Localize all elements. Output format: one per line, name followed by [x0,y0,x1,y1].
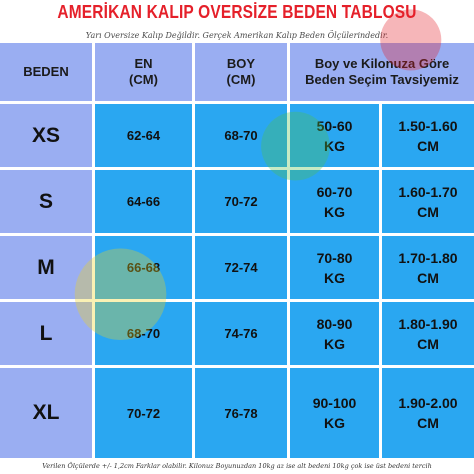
weight-cell: 90-100 KG [290,368,379,458]
length-cell: 76-78 [195,368,287,458]
length-value: 72-74 [224,260,258,275]
width-value: 66-68 [126,260,161,275]
length-cell: 68-70 [195,104,287,167]
header-length-line2: (CM) [226,72,256,87]
height-cell: 1.50-1.60 CM [382,104,474,167]
header-length: BOY (CM) [195,43,287,101]
height-unit: CM [417,415,439,431]
header-width-line1: EN [134,56,153,71]
weight-value: 50-60 [316,117,353,134]
height-cell: 1.70-1.80 CM [382,236,474,299]
row-size-s: S [0,170,92,233]
width-value: 68-70 [126,326,161,341]
weight-value: 60-70 [316,183,353,200]
weight-cell: 60-70 KG [290,170,379,233]
weight-unit: KG [324,269,345,286]
weight-value: 90-100 [312,395,357,411]
row-size-m: M [0,236,92,299]
length-value: 74-76 [224,326,258,341]
height-unit: CM [417,335,439,352]
size-label: XS [31,123,60,147]
height-unit: CM [417,137,439,154]
header-length-line1: BOY [226,56,256,71]
footer-note: Verilen Ölçülerde +/- 1,2cm Farklar olab… [42,462,432,470]
weight-unit: KG [324,137,345,154]
weight-value: 80-90 [316,315,353,332]
row-size-l: L [0,302,92,365]
row-size-xl: XL [0,368,92,458]
weight-unit: KG [324,203,345,220]
header-size-label: BEDEN [23,64,69,79]
length-value: 76-78 [224,405,258,421]
size-chart-table: BEDEN EN (CM) BOY (CM) Boy ve Kilonuza G… [0,43,474,458]
page-subtitle: Yarı Oversize Kalıp Değildir. Gerçek Ame… [85,31,389,40]
size-label: XL [32,401,60,424]
width-value: 64-66 [126,194,161,209]
length-value: 68-70 [224,128,258,143]
header-width: EN (CM) [95,43,192,101]
weight-cell: 50-60 KG [290,104,379,167]
length-value: 70-72 [224,194,258,209]
width-cell: 64-66 [95,170,192,233]
weight-cell: 70-80 KG [290,236,379,299]
height-cell: 1.90-2.00 CM [382,368,474,458]
header-width-line2: (CM) [129,72,158,87]
header-size: BEDEN [0,43,92,101]
header-recommendation: Boy ve Kilonuza Göre Beden Seçim Tavsiye… [290,43,474,101]
size-label: M [37,255,55,279]
size-label: L [39,321,53,345]
header-recommendation-line2: Beden Seçim Tavsiyemiz [305,72,459,87]
height-cell: 1.60-1.70 CM [382,170,474,233]
width-value: 70-72 [126,405,161,421]
width-cell: 68-70 [95,302,192,365]
height-value: 1.80-1.90 [398,315,458,332]
weight-unit: KG [324,415,345,431]
weight-unit: KG [324,335,345,352]
weight-cell: 80-90 KG [290,302,379,365]
row-size-xs: XS [0,104,92,167]
length-cell: 74-76 [195,302,287,365]
width-cell: 66-68 [95,236,192,299]
height-unit: CM [417,269,439,286]
page-title: AMERİKAN KALIP OVERSİZE BEDEN TABLOSU [57,2,417,22]
height-value: 1.90-2.00 [398,395,458,411]
height-value: 1.60-1.70 [398,183,458,200]
height-unit: CM [417,203,439,220]
width-cell: 70-72 [95,368,192,458]
height-value: 1.50-1.60 [398,117,458,134]
height-cell: 1.80-1.90 CM [382,302,474,365]
width-value: 62-64 [126,128,161,143]
length-cell: 72-74 [195,236,287,299]
size-label: S [38,189,53,213]
length-cell: 70-72 [195,170,287,233]
header-recommendation-line1: Boy ve Kilonuza Göre [314,56,450,71]
width-cell: 62-64 [95,104,192,167]
height-value: 1.70-1.80 [398,249,458,266]
weight-value: 70-80 [316,249,353,266]
